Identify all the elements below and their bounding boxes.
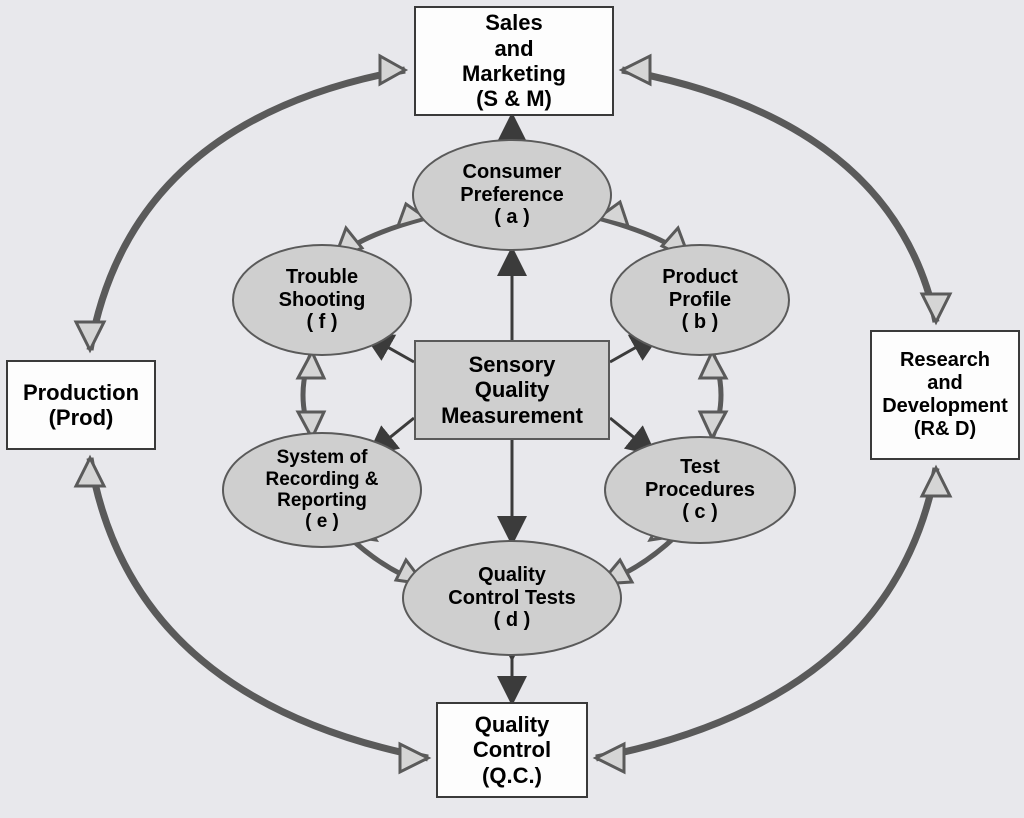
ring-e-f xyxy=(298,352,324,438)
ellipse-c-t1: Test xyxy=(680,456,720,478)
ellipse-a-t1: Consumer xyxy=(463,161,562,183)
box-top-code: (S & M) xyxy=(476,86,552,111)
ring-b-c xyxy=(700,352,726,438)
ellipse-a-t2: Preference xyxy=(460,184,563,206)
ellipse-f-code: ( f ) xyxy=(306,311,337,333)
ellipse-consumer-preference-a: Consumer Preference ( a ) xyxy=(412,139,612,251)
ellipse-e-t2: Recording & xyxy=(266,469,379,490)
box-right-code: (R& D) xyxy=(914,418,976,441)
box-right-line2: and xyxy=(927,372,963,395)
box-right-line1: Research xyxy=(900,349,990,372)
ellipse-test-procedures-c: Test Procedures ( c ) xyxy=(604,436,796,544)
ellipse-e-t3: Reporting xyxy=(277,490,367,511)
ellipse-a-code: ( a ) xyxy=(494,206,530,228)
box-top-line3: Marketing xyxy=(462,61,566,86)
ellipse-system-recording-reporting-e: System of Recording & Reporting ( e ) xyxy=(222,432,422,548)
box-quality-control: Quality Control (Q.C.) xyxy=(436,702,588,798)
box-bottom-code: (Q.C.) xyxy=(482,763,542,788)
ellipse-d-t1: Quality xyxy=(478,564,546,586)
ellipse-b-t1: Product xyxy=(662,266,738,288)
center-line3: Measurement xyxy=(441,403,583,428)
box-left-code: (Prod) xyxy=(49,405,114,430)
box-top-line2: and xyxy=(494,36,533,61)
ellipse-d-code: ( d ) xyxy=(494,609,531,631)
box-right-line3: Development xyxy=(882,395,1008,418)
box-bottom-line1: Quality xyxy=(475,712,550,737)
box-sales-marketing: Sales and Marketing (S & M) xyxy=(414,6,614,116)
center-line2: Quality xyxy=(475,377,550,402)
ellipse-b-code: ( b ) xyxy=(682,311,719,333)
ellipse-e-code: ( e ) xyxy=(305,511,339,532)
ellipse-product-profile-b: Product Profile ( b ) xyxy=(610,244,790,356)
ellipse-b-t2: Profile xyxy=(669,289,731,311)
ellipse-e-t1: System of xyxy=(277,447,368,468)
box-bottom-line2: Control xyxy=(473,737,551,762)
diagram-stage: Sales and Marketing (S & M) Research and… xyxy=(0,0,1024,818)
ellipse-c-code: ( c ) xyxy=(682,501,718,523)
box-production: Production (Prod) xyxy=(6,360,156,450)
center-line1: Sensory xyxy=(469,352,556,377)
ellipse-f-t2: Shooting xyxy=(279,289,366,311)
box-left-line1: Production xyxy=(23,380,139,405)
center-sensory-quality: Sensory Quality Measurement xyxy=(414,340,610,440)
ellipse-trouble-shooting-f: Trouble Shooting ( f ) xyxy=(232,244,412,356)
ellipse-d-t2: Control Tests xyxy=(448,587,575,609)
ellipse-quality-control-tests-d: Quality Control Tests ( d ) xyxy=(402,540,622,656)
ellipse-f-t1: Trouble xyxy=(286,266,358,288)
box-research-development: Research and Development (R& D) xyxy=(870,330,1020,460)
box-top-line1: Sales xyxy=(485,10,543,35)
ellipse-c-t2: Procedures xyxy=(645,479,755,501)
